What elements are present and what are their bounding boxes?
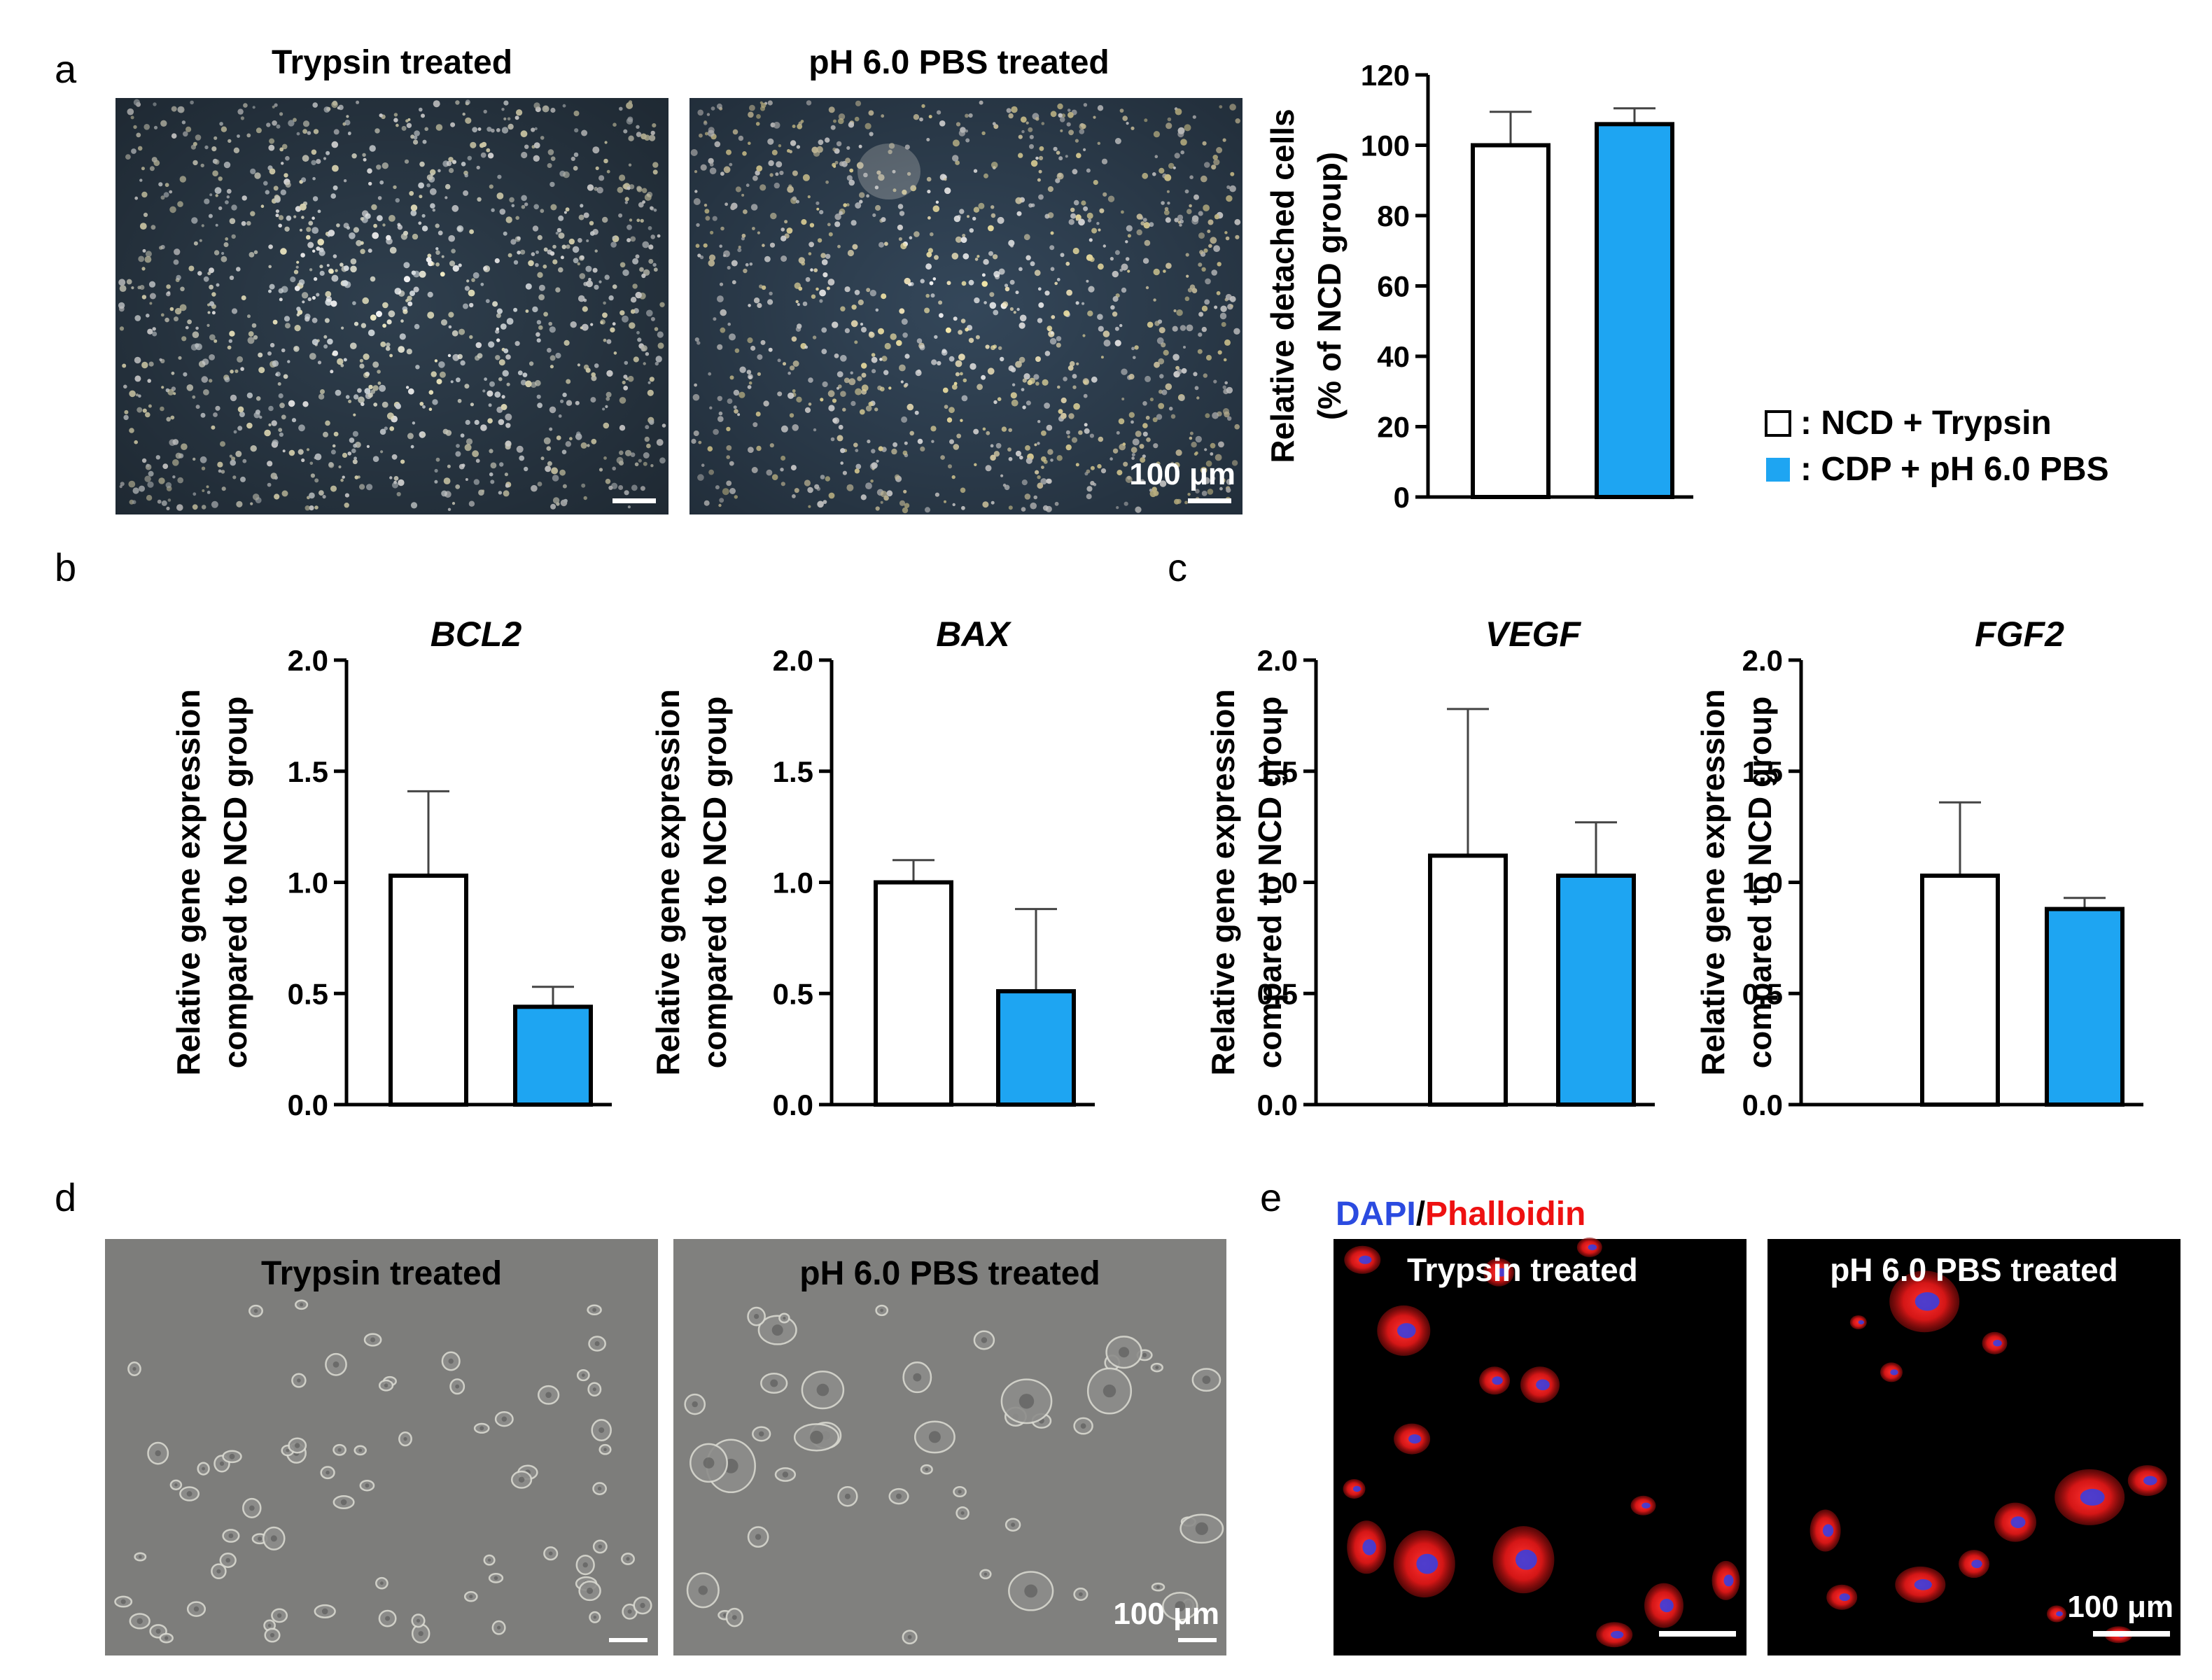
micrograph-a-ph6: 100 μm xyxy=(690,98,1242,514)
legend-swatch-cdp xyxy=(1766,458,1790,482)
panel-d-right-title: pH 6.0 PBS treated xyxy=(799,1255,1100,1292)
chart-title: BAX xyxy=(936,615,1011,654)
stain-label-phalloidin: Phalloidin xyxy=(1425,1196,1586,1233)
scale-label: 100 μm xyxy=(1113,1597,1219,1631)
panel-d: Trypsin treated pH 6.0 PBS treated 100 μ… xyxy=(105,1239,1226,1656)
y-axis-label: compared to NCD group xyxy=(1742,696,1778,1069)
scale-bar xyxy=(1188,498,1231,503)
bar-cdp-ph6 xyxy=(2045,906,2124,1107)
chart-bcl2: 0.0 0.5 1.0 1.5 2.0 BCL2 Relative gene express… xyxy=(170,615,612,1121)
y-tick-label: 1.0 xyxy=(773,867,813,899)
y-tick-label: 0.5 xyxy=(288,977,328,1010)
y-tick-label: 1.5 xyxy=(1742,755,1783,788)
chart-vegf: 0.0 0.5 1.0 1.5 2.0 VEGF Relative gene express… xyxy=(1205,615,1655,1121)
legend-item-ncd: : NCD + Trypsin xyxy=(1765,405,2052,442)
y-tick-label: 80 xyxy=(1377,200,1410,232)
y-axis-label: Relative gene expression xyxy=(1695,689,1731,1075)
bar-cdp-ph6 xyxy=(513,1004,593,1107)
legend: : NCD + Trypsin : CDP + pH 6.0 PBS xyxy=(1765,405,2109,488)
panel-d-left-title: Trypsin treated xyxy=(261,1255,502,1292)
y-tick-label: 0 xyxy=(1394,481,1410,514)
panel-letter-c: c xyxy=(1168,545,1187,589)
legend-label-cdp: : CDP + pH 6.0 PBS xyxy=(1800,451,2109,488)
panel-letter-a: a xyxy=(55,47,77,91)
y-axis-label: Relative gene expression xyxy=(650,689,686,1075)
legend-item-cdp: : CDP + pH 6.0 PBS xyxy=(1766,451,2109,488)
panel-a-right-title: pH 6.0 PBS treated xyxy=(808,44,1109,81)
bar-cdp-ph6 xyxy=(1556,873,1636,1107)
y-tick-label: 1.5 xyxy=(773,755,813,788)
panel-a-left-title: Trypsin treated xyxy=(272,44,512,81)
y-tick-label: 1.0 xyxy=(288,867,328,899)
y-tick-label: 0.5 xyxy=(1742,977,1783,1010)
panel-a: Trypsin treated pH 6.0 PBS treated 100 μ… xyxy=(115,44,1242,514)
micrograph-d-trypsin: Trypsin treated xyxy=(105,1239,658,1656)
y-axis-label: Relative gene expression xyxy=(1205,689,1241,1075)
y-tick-label: 2.0 xyxy=(1742,644,1783,677)
legend-swatch-ncd xyxy=(1765,410,1791,437)
y-axis-label: (% of NCD group) xyxy=(1311,152,1348,420)
y-tick-label: 1.5 xyxy=(1257,755,1298,788)
y-tick-label: 0.0 xyxy=(1742,1088,1783,1121)
y-tick-label: 2.0 xyxy=(773,644,813,677)
bar-ncd-trypsin xyxy=(1471,143,1550,499)
scale-bar xyxy=(1659,1631,1736,1637)
y-axis-label: compared to NCD group xyxy=(696,696,733,1069)
scale-bar xyxy=(1178,1638,1217,1642)
bar-ncd-trypsin xyxy=(1428,853,1508,1107)
scale-bar xyxy=(2093,1631,2170,1637)
y-tick-label: 60 xyxy=(1377,270,1410,303)
fluorescence-e-trypsin: Trypsin treated xyxy=(1334,1237,1746,1656)
bar-cdp-ph6 xyxy=(996,989,1076,1107)
y-tick-label: 100 xyxy=(1361,130,1410,162)
y-tick-label: 20 xyxy=(1377,411,1410,444)
bar-ncd-trypsin xyxy=(1920,873,2000,1107)
bar-ncd-trypsin xyxy=(388,873,468,1107)
panel-e-right-title: pH 6.0 PBS treated xyxy=(1830,1252,2118,1288)
y-tick-label: 0.0 xyxy=(773,1088,813,1121)
y-tick-label: 0.0 xyxy=(1257,1088,1298,1121)
fluorescence-e-ph6: pH 6.0 PBS treated 100 μm xyxy=(1768,1239,2180,1656)
legend-label-ncd: : NCD + Trypsin xyxy=(1800,405,2052,442)
y-tick-label: 1.0 xyxy=(1257,867,1298,899)
y-tick-label: 1.5 xyxy=(288,755,328,788)
y-tick-label: 2.0 xyxy=(288,644,328,677)
scale-label: 100 μm xyxy=(1129,457,1236,491)
chart-title: BCL2 xyxy=(430,615,522,654)
scale-label: 100 μm xyxy=(2067,1590,2174,1624)
panel-letter-e: e xyxy=(1260,1175,1282,1219)
y-axis-label: Relative gene expression xyxy=(170,689,206,1075)
y-tick-label: 40 xyxy=(1377,340,1410,373)
y-tick-label: 0.5 xyxy=(773,977,813,1010)
micrograph-d-ph6: pH 6.0 PBS treated 100 μm xyxy=(673,1239,1226,1656)
bar-cdp-ph6 xyxy=(1595,122,1674,500)
chart-bax: 0.0 0.5 1.0 1.5 2.0 BAX Relative gene expressi… xyxy=(650,615,1095,1121)
y-tick-label: 0.5 xyxy=(1257,977,1298,1010)
y-tick-label: 120 xyxy=(1361,59,1410,92)
y-tick-label: 0.0 xyxy=(288,1088,328,1121)
bar-ncd-trypsin xyxy=(874,880,953,1107)
y-tick-label: 2.0 xyxy=(1257,644,1298,677)
scale-bar xyxy=(612,498,656,503)
stain-label-sep: / xyxy=(1416,1196,1425,1233)
y-axis-label: compared to NCD group xyxy=(1252,696,1288,1069)
micrograph-a-trypsin xyxy=(115,98,668,514)
scale-bar xyxy=(609,1638,648,1642)
panel-letter-b: b xyxy=(55,545,76,589)
stain-label: DAPI/Phalloidin xyxy=(1336,1196,1586,1233)
y-axis-label: Relative detached cells xyxy=(1264,108,1301,463)
panel-e: DAPI/Phalloidin Trypsin treated pH 6.0 P… xyxy=(1334,1196,2180,1656)
chart-fgf2: 0.0 0.5 1.0 1.5 2.0 FGF2 Relative gene express… xyxy=(1695,615,2143,1121)
panel-letter-d: d xyxy=(55,1175,76,1219)
y-tick-label: 1.0 xyxy=(1742,867,1783,899)
stain-label-dapi: DAPI xyxy=(1336,1196,1416,1233)
chart-detached-cells: 0 20 40 60 80 100 120 Relative detached cells (%… xyxy=(1264,59,1693,514)
y-axis-label: compared to NCD group xyxy=(217,696,253,1069)
chart-title: FGF2 xyxy=(1975,615,2064,654)
panel-e-left-title: Trypsin treated xyxy=(1407,1252,1638,1288)
chart-title: VEGF xyxy=(1485,615,1582,654)
